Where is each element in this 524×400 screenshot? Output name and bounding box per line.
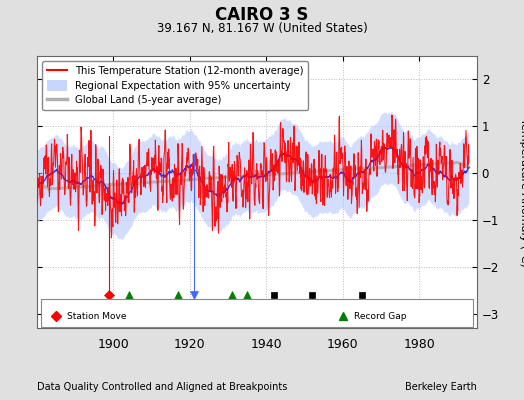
Text: Record Gap: Record Gap [354, 312, 407, 321]
Text: Data Quality Controlled and Aligned at Breakpoints: Data Quality Controlled and Aligned at B… [37, 382, 287, 392]
Text: 1960: 1960 [327, 338, 359, 351]
Text: 1900: 1900 [97, 338, 129, 351]
Text: CAIRO 3 S: CAIRO 3 S [215, 6, 309, 24]
Bar [40, 299, 473, 327]
Text: 1920: 1920 [174, 338, 205, 351]
Y-axis label: Temperature Anomaly (°C): Temperature Anomaly (°C) [519, 118, 524, 266]
Text: 1940: 1940 [250, 338, 282, 351]
Text: 39.167 N, 81.167 W (United States): 39.167 N, 81.167 W (United States) [157, 22, 367, 35]
Text: Station Move: Station Move [67, 312, 127, 321]
Text: Berkeley Earth: Berkeley Earth [405, 382, 477, 392]
Text: 1980: 1980 [403, 338, 435, 351]
Legend: This Temperature Station (12-month average), Regional Expectation with 95% uncer: This Temperature Station (12-month avera… [42, 61, 308, 110]
